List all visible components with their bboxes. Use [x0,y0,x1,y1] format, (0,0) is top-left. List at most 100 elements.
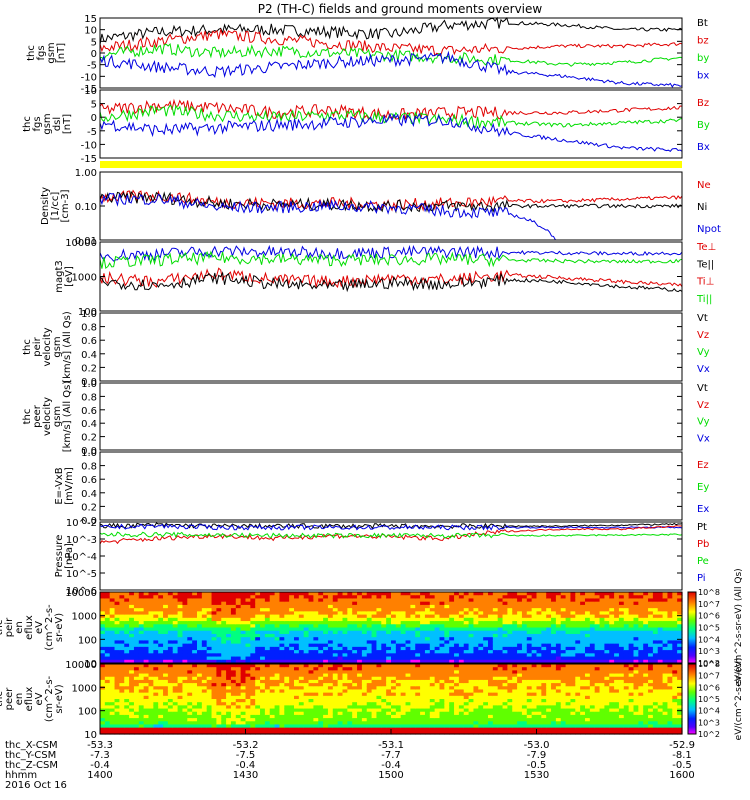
heatmap-cell [124,611,130,616]
heatmap-cell [245,683,251,687]
ytick-label: 10^-3 [66,535,97,546]
heatmap-cell [337,695,344,700]
heatmap-cell [133,643,140,648]
heatmap-cell [599,646,605,651]
heatmap-cell [677,630,683,635]
heatmap-cell [439,650,445,654]
heatmap-cell [332,611,339,616]
heatmap-cell [192,711,198,716]
heatmap-cell [580,659,586,664]
heatmap-cell [677,640,683,645]
heatmap-cell [260,695,266,700]
heatmap-cell [570,621,576,625]
heatmap-cell [376,627,382,632]
heatmap-cell [211,592,217,596]
heatmap-cell [119,653,125,658]
heatmap-cell [298,676,305,681]
heatmap-cell [555,711,562,716]
heatmap-cell [206,708,213,713]
heatmap-cell [109,627,116,632]
heatmap-cell [609,621,615,625]
heatmap-cell [648,611,654,616]
heatmap-cell [488,724,494,729]
heatmap-cell [662,592,669,596]
heatmap-cell [172,598,179,603]
heatmap-cell [507,721,513,726]
heatmap-cell [541,695,547,700]
heatmap-cell [410,670,416,675]
heatmap-cell [517,621,523,625]
heatmap-cell [279,611,285,616]
heatmap-cell [313,711,319,716]
heatmap-cell [371,705,378,710]
heatmap-cell [303,595,310,600]
heatmap-cell [298,708,305,713]
heatmap-cell [483,692,489,697]
heatmap-cell [119,664,125,668]
heatmap-cell [628,598,635,603]
heatmap-cell [454,630,460,635]
heatmap-cell [424,598,431,603]
ylabel-line: en [14,621,25,634]
heatmap-cell [410,653,416,658]
heatmap-cell [672,630,678,635]
heatmap-cell [318,664,324,668]
heatmap-cell [458,689,465,694]
heatmap-cell [400,711,407,716]
heatmap-cell [192,653,198,658]
heatmap-cell [332,643,339,648]
heatmap-cell [153,667,159,671]
heatmap-cell [400,614,407,619]
heatmap-cell [468,721,475,726]
heatmap-cell [226,721,232,726]
heatmap-cell [628,624,635,629]
heatmap-cell [458,683,465,687]
heatmap-cell [371,676,378,681]
heatmap-cell [657,614,664,619]
heatmap-cell [226,617,232,622]
heatmap-cell [371,637,378,642]
heatmap-cell [667,646,673,651]
heatmap-cell [575,640,581,645]
heatmap-cell [298,683,305,687]
legend-label: Pt [697,522,707,533]
heatmap-cell [289,705,295,710]
heatmap-cell [497,702,504,706]
heatmap-cell [133,714,140,719]
heatmap-cell [201,670,208,675]
heatmap-cell [279,664,285,668]
heatmap-cell [337,702,344,706]
heatmap-cell [371,670,378,675]
heatmap-cell [100,611,106,616]
heatmap-cell [129,686,135,691]
heatmap-cell [366,714,373,719]
heatmap-cell [274,705,281,710]
heatmap-cell [517,718,523,722]
heatmap-cell [332,646,339,651]
heatmap-cell [201,689,208,694]
heatmap-cell [119,598,125,603]
heatmap-cell [502,630,508,635]
legend-label: Vt [697,313,708,324]
heatmap-cell [114,683,120,687]
heatmap-cell [226,592,232,596]
heatmap-cell [327,705,334,710]
heatmap-cell [391,702,397,706]
heatmap-cell [337,633,344,638]
heatmap-cell [323,617,329,622]
ylabel-line: peir [4,617,15,637]
heatmap-cell [599,601,605,606]
heatmap-cell [672,653,678,658]
heatmap-cell [468,650,475,654]
heatmap-cell [667,633,673,638]
heatmap-cell [235,689,242,694]
heatmap-cell [517,699,523,703]
heatmap-cell [138,592,145,596]
heatmap-cell [133,711,140,716]
heatmap-cell [512,667,518,671]
heatmap-cell [536,708,542,713]
heatmap-cell [483,711,489,716]
heatmap-cell [124,724,130,729]
heatmap-cell [342,598,348,603]
heatmap-cell [395,592,402,596]
